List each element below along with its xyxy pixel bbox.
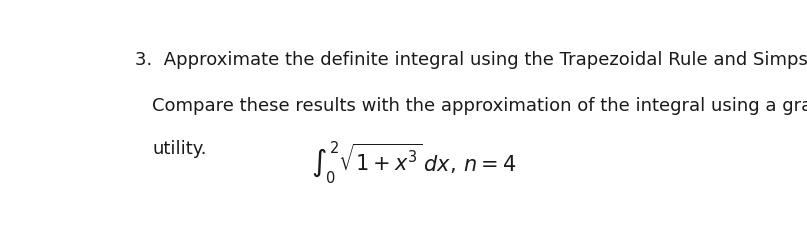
Text: $\int_0^2 \sqrt{1+x^3}\, dx,\, n = 4$: $\int_0^2 \sqrt{1+x^3}\, dx,\, n = 4$: [311, 139, 516, 186]
Text: Compare these results with the approximation of the integral using a graphing: Compare these results with the approxima…: [153, 97, 807, 115]
Text: utility.: utility.: [153, 140, 207, 158]
Text: 3.  Approximate the definite integral using the Trapezoidal Rule and Simpson’s R: 3. Approximate the definite integral usi…: [136, 51, 807, 69]
